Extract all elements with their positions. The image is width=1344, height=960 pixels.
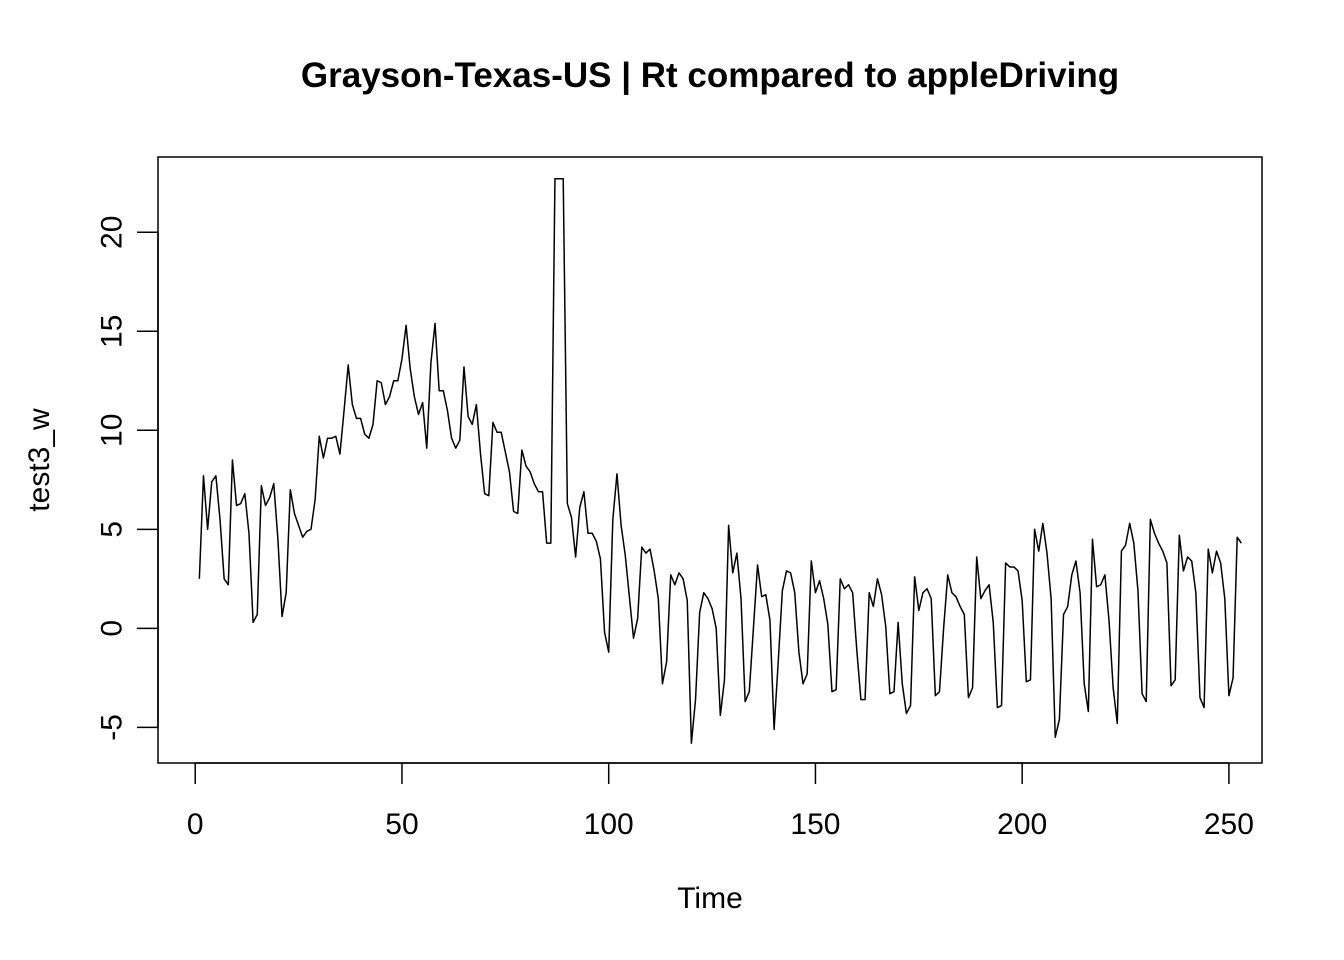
- y-tick-label: 15: [96, 315, 129, 348]
- x-tick-label: 50: [385, 808, 418, 841]
- y-tick-label: 20: [96, 216, 129, 249]
- x-tick-label: 150: [790, 808, 840, 841]
- y-tick-label: 5: [96, 521, 129, 538]
- x-tick-label: 200: [997, 808, 1047, 841]
- x-axis: 0 50 100 150 200 250: [187, 762, 1254, 841]
- series-line: [198, 178, 1242, 744]
- x-tick-label: 100: [584, 808, 634, 841]
- series-group: [198, 178, 1242, 744]
- x-tick-label: 0: [187, 808, 204, 841]
- chart-title: Grayson-Texas-US | Rt compared to appleD…: [300, 56, 1120, 95]
- y-tick-label: -5: [96, 714, 129, 741]
- y-tick-label: 0: [96, 620, 129, 637]
- x-tick-label: 250: [1204, 808, 1254, 841]
- y-tick-label: 10: [96, 414, 129, 447]
- y-axis-title: test3_w: [23, 408, 56, 512]
- plot-frame: [157, 156, 1263, 764]
- x-axis-title: Time: [677, 882, 743, 915]
- y-axis: -5 0 5 10 15 20: [96, 216, 159, 741]
